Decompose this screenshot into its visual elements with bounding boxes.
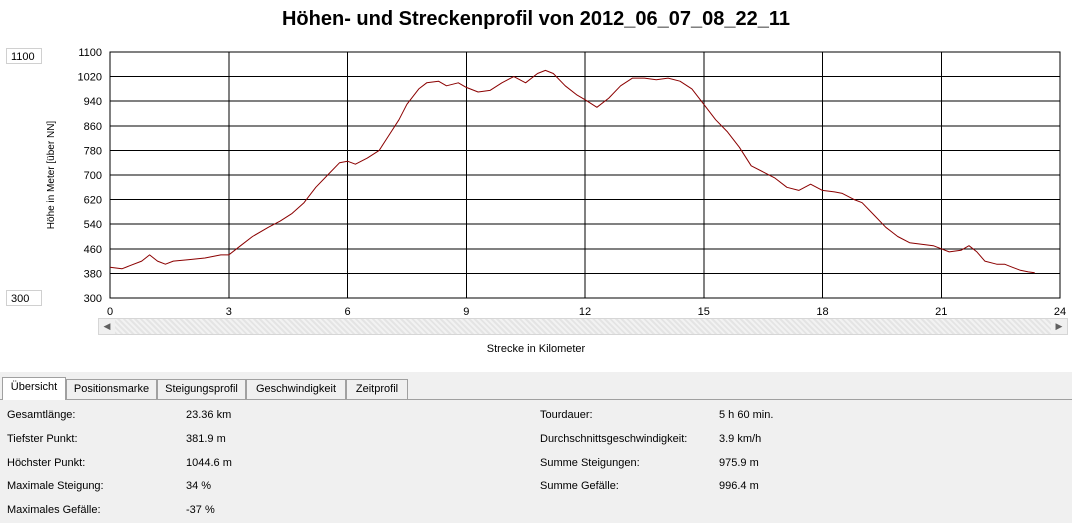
y-tick-label: 860	[84, 121, 102, 133]
y-tick-label: 300	[84, 293, 102, 305]
elevation-profile-line[interactable]	[109, 69, 1035, 274]
stat-value: 975.9 m	[719, 457, 759, 469]
x-tick-label: 24	[1054, 306, 1066, 318]
scroll-right-arrow-icon[interactable]: ▶	[1051, 319, 1067, 334]
horizontal-scrollbar[interactable]: ◀ ▶	[98, 318, 1068, 335]
stat-label: Tiefster Punkt:	[7, 433, 78, 445]
x-tick-label: 9	[463, 306, 469, 318]
stat-label: Maximale Steigung:	[7, 480, 104, 492]
scrollbar-track[interactable]	[115, 319, 1051, 334]
x-tick-label: 3	[226, 306, 232, 318]
x-axis-label: Strecke in Kilometer	[486, 343, 586, 355]
x-tick-label: 12	[579, 306, 591, 318]
stat-value: 3.9 km/h	[719, 433, 762, 445]
overview-panel: Gesamtlänge: 23.36 km Tiefster Punkt: 38…	[0, 400, 1072, 523]
y-tick-label: 700	[84, 170, 102, 182]
y-tick-label: 780	[84, 145, 102, 157]
tab-geschwindigkeit[interactable]: Geschwindigkeit	[246, 379, 346, 399]
scroll-left-arrow-icon[interactable]: ◀	[99, 319, 115, 334]
stat-label: Höchster Punkt:	[7, 457, 86, 469]
chart-panel: Höhen- und Streckenprofil von 2012_06_07…	[0, 0, 1072, 372]
stat-label: Summe Gefälle:	[540, 480, 619, 492]
stat-value: 381.9 m	[186, 433, 226, 445]
tab-bar: Übersicht Positionsmarke Steigungsprofil…	[0, 377, 1072, 400]
stat-label: Gesamtlänge:	[7, 409, 76, 421]
y-tick-label: 1020	[78, 72, 102, 84]
y-tick-labels: 1100 1020 940 860 780 700 620 540 460 380 300	[78, 47, 102, 305]
stat-label: Tourdauer:	[540, 409, 593, 421]
stat-label: Maximales Gefälle:	[7, 504, 101, 516]
y-tick-label: 380	[84, 268, 102, 280]
y-tick-label: 940	[84, 96, 102, 108]
y-tick-label: 620	[84, 195, 102, 207]
stat-value: 1044.6 m	[186, 457, 232, 469]
stat-label: Summe Steigungen:	[540, 457, 640, 469]
y-axis-label: Höhe in Meter [über NN]	[46, 121, 57, 230]
x-tick-label: 18	[816, 306, 828, 318]
y-tick-label: 1100	[78, 47, 102, 59]
tab-steigungsprofil[interactable]: Steigungsprofil	[157, 379, 246, 399]
chart-title: Höhen- und Streckenprofil von 2012_06_07…	[281, 8, 791, 30]
stat-value: -37 %	[186, 504, 215, 516]
tab-zeitprofil[interactable]: Zeitprofil	[346, 379, 408, 399]
stat-value: 996.4 m	[719, 480, 759, 492]
range-min-field[interactable]: 300	[6, 290, 42, 306]
x-tick-labels: 0 3 6 9 12 15 18 21 24	[107, 306, 1066, 318]
x-tick-label: 21	[935, 306, 947, 318]
stat-value: 34 %	[186, 480, 212, 492]
y-tick-label: 540	[84, 219, 102, 231]
x-tick-label: 6	[344, 306, 350, 318]
x-tick-label: 15	[698, 306, 710, 318]
chart-grid	[109, 51, 1061, 299]
stat-value: 5 h 60 min.	[719, 409, 774, 421]
tab-positionsmarke[interactable]: Positionsmarke	[66, 379, 157, 399]
stat-label: Durchschnittsgeschwindigkeit:	[540, 433, 688, 445]
stat-value: 23.36 km	[186, 409, 232, 421]
elevation-chart: 1100 1020 940 860 780 700 620 540 460 380 300 0 3 6 9…	[46, 47, 1066, 318]
tab-uebersicht[interactable]: Übersicht	[2, 377, 66, 400]
y-tick-label: 460	[84, 244, 102, 256]
range-max-field[interactable]: 1100	[6, 48, 42, 64]
x-tick-label: 0	[107, 306, 113, 318]
